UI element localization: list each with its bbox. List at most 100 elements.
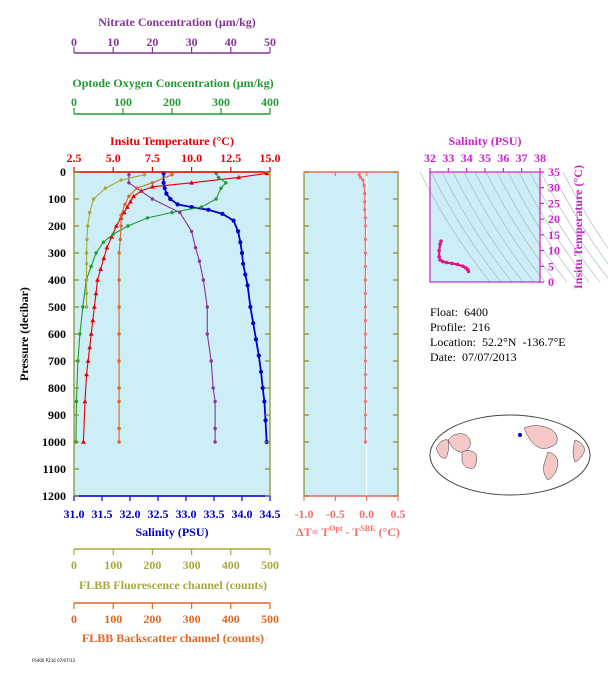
series-point-5	[117, 440, 121, 444]
salinity-tick-label: 33.0	[176, 507, 197, 521]
series-point-1	[235, 229, 241, 234]
oxygen-axis-tick-label: 100	[114, 95, 132, 109]
ts-point	[461, 264, 465, 269]
delta-point	[361, 178, 365, 182]
series-point-0	[87, 344, 93, 350]
temperature-tick-label: 2.5	[67, 151, 82, 165]
series-point-0	[88, 331, 94, 336]
oxygen-axis-tick-label: 200	[163, 95, 181, 109]
isopycnal-line	[419, 171, 491, 283]
delta-point	[363, 251, 368, 255]
delta-panel-background	[304, 172, 398, 496]
ts-salinity-label: Salinity (PSU)	[448, 134, 521, 148]
series-point-1	[238, 240, 243, 245]
series-point-5	[117, 359, 121, 363]
location: Location: 52.2°N -136.7°E	[430, 335, 566, 349]
series-point-0	[131, 193, 136, 199]
series-point-3	[205, 332, 209, 336]
series-point-4	[86, 224, 90, 228]
series-point-3	[209, 359, 213, 363]
nitrate-axis-tick-label: 40	[225, 35, 237, 49]
delta-point	[363, 224, 368, 228]
salinity-tick-label: 34.0	[232, 507, 253, 521]
series-point-2	[111, 232, 115, 236]
pressure-tick-label: 0	[60, 165, 66, 179]
series-point-2	[224, 181, 228, 185]
ts-point	[455, 262, 460, 267]
ts-point	[439, 239, 443, 243]
series-point-2	[81, 305, 85, 309]
map-outline	[429, 414, 591, 496]
delta-label-end: (°C)	[375, 525, 399, 539]
isopycnal-line	[430, 171, 502, 283]
series-point-5	[170, 173, 174, 177]
nitrate-axis-tick-label: 30	[186, 35, 198, 49]
oxygen-axis-label: Optode Oxygen Concentration (µm/kg)	[72, 76, 273, 90]
pressure-tick-label: 900	[48, 408, 66, 422]
delta-label-sup2: SBE	[360, 524, 375, 533]
isopycnal-line	[485, 171, 557, 283]
delta-point	[363, 305, 368, 309]
series-point-2	[126, 224, 130, 228]
delta-panel-series	[357, 172, 368, 496]
isopycnal-line	[518, 171, 590, 283]
ts-point	[441, 259, 445, 264]
series-point-0	[95, 277, 100, 282]
delta-axis-label: ΔT= TOpt - TSBE (°C)	[296, 524, 400, 539]
nitrate-axis-tick-label: 0	[71, 35, 77, 49]
temperature-tick-label: 5.0	[106, 151, 121, 165]
series-point-2	[94, 251, 98, 255]
map-land-europe	[572, 439, 586, 463]
series-point-1	[262, 399, 267, 404]
series-point-5	[123, 202, 127, 207]
series-point-5	[117, 386, 121, 390]
fluorescence-axis: 0 100 200 300 400 500	[71, 548, 279, 572]
nitrate-axis-tick-label: 50	[264, 35, 276, 49]
backscatter-axis-tick-label: 200	[143, 612, 161, 626]
series-point-1	[260, 385, 265, 391]
ts-temperature-tick-label: 15	[548, 228, 560, 242]
series-point-0	[93, 290, 99, 296]
pressure-tick-label: 1100	[43, 462, 66, 476]
isopycnal-line	[551, 171, 608, 265]
series-point-1	[256, 353, 261, 358]
backscatter-axis-label: FLBB Backscatter channel (counts)	[82, 631, 264, 645]
backscatter-axis-tick-label: 500	[261, 612, 279, 626]
fluorescence-axis-tick-label: 500	[261, 558, 279, 572]
fluorescence-axis-tick-label: 200	[143, 558, 161, 572]
series-point-1	[263, 418, 268, 423]
delta-point	[363, 264, 368, 269]
delta-point	[362, 183, 366, 188]
fluorescence-axis-tick-label: 100	[104, 558, 122, 572]
series-point-4	[103, 186, 108, 190]
series-point-4	[84, 291, 89, 296]
series-point-1	[161, 180, 166, 185]
isopycnal-line	[452, 171, 524, 283]
ts-panel-background	[430, 172, 540, 282]
series-point-3	[178, 210, 182, 215]
delta-point	[363, 345, 368, 350]
delta-label-sup1: Opt	[329, 524, 343, 533]
salinity-axis-label: Salinity (PSU)	[135, 525, 208, 539]
series-point-4	[91, 197, 96, 201]
series-point-2	[199, 205, 204, 209]
series-point-2	[214, 197, 218, 201]
delta-point	[358, 175, 362, 179]
delta-point	[363, 440, 368, 444]
ts-salinity-tick-label: 38	[534, 151, 546, 165]
series-point-5	[117, 399, 121, 404]
series-point-1	[248, 304, 253, 310]
series-point-2	[216, 175, 221, 180]
salinity-tick-label: 31.0	[64, 507, 85, 521]
series-point-5	[117, 305, 121, 309]
series-point-0	[109, 234, 115, 239]
pressure-tick-label: 800	[48, 381, 66, 395]
series-point-5	[117, 332, 121, 336]
temperature-ticks: 2.5 5.0 7.5 10.0 12.5 15.0	[67, 151, 281, 172]
isopycnal-line	[441, 171, 513, 283]
series-point-1	[162, 186, 167, 191]
delta-point	[363, 386, 368, 390]
date: Date: 07/07/2013	[430, 350, 517, 364]
ts-point	[437, 248, 441, 253]
